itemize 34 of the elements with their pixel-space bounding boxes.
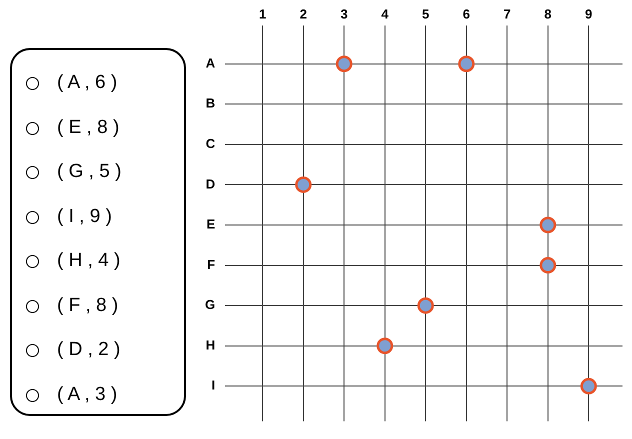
text: ( E , 8 ) — [57, 116, 120, 138]
point — [458, 56, 475, 72]
x-tick-label: 1 — [258, 6, 266, 22]
x-tick-label: 3 — [340, 6, 348, 22]
y-tick-label: F — [207, 256, 216, 272]
y-tick-label: D — [206, 176, 216, 192]
point — [295, 176, 312, 193]
y-tick-label: B — [206, 96, 216, 111]
point — [336, 56, 352, 72]
y-tick-label: A — [206, 55, 216, 70]
x-tick-label: 7 — [504, 6, 511, 22]
point — [580, 378, 597, 394]
x-tick-label: 8 — [544, 6, 552, 22]
x-tick-label: 2 — [300, 6, 307, 22]
text: ( I , 9 ) — [57, 206, 112, 228]
point — [540, 216, 556, 234]
x-tick-label: 9 — [585, 6, 592, 22]
x-tick-label: 4 — [381, 6, 390, 22]
x-tick-label: 6 — [462, 6, 470, 22]
text: ( H , 4 ) — [57, 250, 120, 272]
x-tick-label: 5 — [422, 6, 430, 22]
y-tick-label: C — [206, 136, 216, 152]
point — [540, 257, 556, 274]
point — [417, 297, 434, 314]
point — [376, 338, 394, 354]
y-tick-label: E — [206, 216, 216, 232]
text: ( F , 8 ) — [57, 294, 118, 316]
text: ( D , 2 ) — [57, 339, 120, 361]
y-tick-label: G — [204, 297, 216, 312]
text: ( A , 6 ) — [57, 72, 118, 94]
text: ( G , 5 ) — [57, 161, 122, 183]
y-tick-label: H — [206, 337, 216, 352]
text: ( A , 3 ) — [57, 384, 118, 406]
y-tick-label: I — [211, 378, 216, 393]
